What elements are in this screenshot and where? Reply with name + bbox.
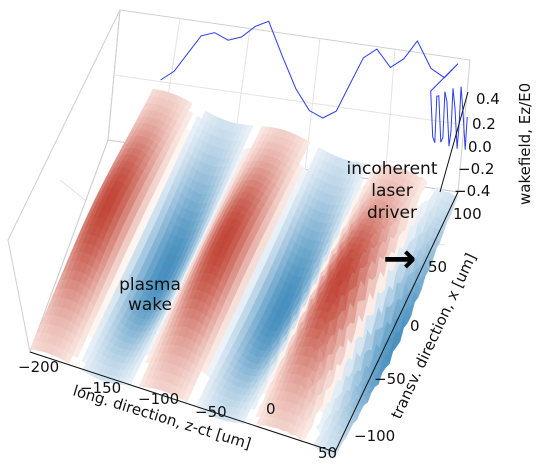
- z-axis-line: [439, 91, 469, 193]
- surface-facet: [250, 399, 260, 410]
- surface-facet: [238, 415, 248, 425]
- plasma-wake-annotation: plasma wake: [119, 275, 181, 315]
- z-tick-label: 0.0: [468, 138, 492, 156]
- surface-facet: [64, 352, 74, 364]
- surface-facet: [182, 391, 191, 403]
- annotation-text: incoherent: [347, 159, 438, 179]
- grid-line: [59, 179, 86, 201]
- annotation-text: driver: [367, 203, 417, 223]
- y-tick-label: −100: [354, 427, 395, 445]
- surface-facet: [330, 448, 339, 458]
- wakefield-surface: [29, 88, 459, 458]
- x-tick-label: −100: [138, 390, 179, 408]
- surface-facet: [299, 430, 309, 441]
- z-axis: 0.4 0.2 0.0 −0.2 −0.4 wakefield, Ez/E0: [439, 83, 534, 205]
- direction-arrow-icon: →: [383, 236, 417, 282]
- z-tick-label: 0.2: [472, 115, 496, 133]
- x-axis-line: [29, 351, 336, 453]
- grid-line: [113, 74, 466, 126]
- z-axis-label: wakefield, Ez/E0: [516, 83, 534, 205]
- z-tick-label: 0.4: [476, 90, 500, 108]
- surface-facet: [72, 346, 82, 359]
- z-tick-label: −0.2: [458, 160, 494, 178]
- annotation-text: wake: [128, 295, 172, 315]
- y-tick-label: 0: [410, 317, 420, 335]
- y-tick-label: −50: [374, 370, 406, 388]
- x-tick-label: −200: [18, 358, 59, 376]
- annotation-text: laser: [371, 181, 412, 201]
- x-tick-label: −150: [80, 379, 121, 397]
- grid-line: [304, 37, 321, 171]
- x-tick-label: 0: [266, 400, 276, 418]
- grid-line: [384, 47, 396, 183]
- x-tick-label: 50: [318, 444, 337, 462]
- annotation-text: plasma: [119, 275, 181, 295]
- y-tick-label: 100: [453, 205, 482, 223]
- on-axis-wakefield-line: [160, 20, 468, 150]
- x-tick-label: −50: [195, 403, 227, 421]
- y-axis-line: [334, 191, 459, 453]
- laser-driver-annotation: incoherent laser driver: [347, 159, 438, 223]
- z-tick-label: −0.4: [454, 182, 490, 200]
- y-tick-label: 50: [428, 258, 447, 276]
